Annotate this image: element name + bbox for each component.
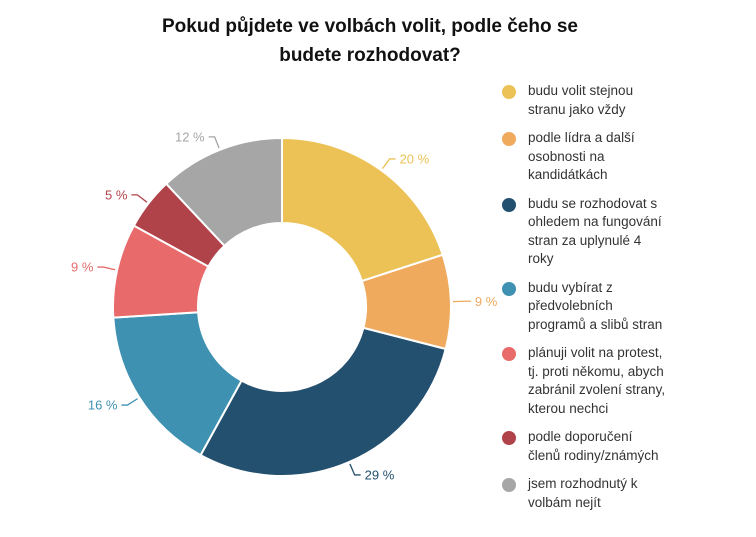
legend-item-5: plánuji volit na protest, tj. proti někom… (500, 344, 750, 418)
leader-line-5 (97, 266, 116, 271)
legend-label-3-line-3: stran za uplynulé 4 (528, 232, 642, 248)
legend-swatch-2 (502, 132, 516, 146)
donut-slices (112, 136, 453, 477)
legend-label-6-line-1: podle doporučení (528, 429, 633, 444)
legend-label-5-line-4: kterou nechci (528, 400, 609, 416)
legend-label-6-line-2: členů rodiny/známých (528, 447, 659, 463)
legend-label-7-line-2: volbám nejít (528, 494, 601, 510)
legend-swatch-6 (502, 431, 516, 445)
legend-label-4-line-3: programů a slibů stran (528, 316, 663, 332)
donut-slice-7 (164, 136, 283, 248)
slice-label-3: 29 % (365, 467, 395, 482)
legend-item-4: budu vybírat z předvolebních programů a sl… (500, 279, 750, 335)
chart-title-line-2: budete rozhodovat? (279, 45, 461, 66)
legend-label-1-line-1: budu volit stejnou (528, 83, 634, 98)
slice-label-1: 20 % (400, 151, 430, 166)
legend-swatch-4 (502, 281, 516, 296)
legend-item-1: budu volit stejnou stranu jako vždy (500, 82, 750, 119)
legend-label-4-line-2: předvolebních (528, 298, 613, 313)
legend-label-5-line-2: tj. proti někomu, abych (528, 363, 664, 379)
legend-swatch-1 (502, 85, 516, 99)
leader-line-6 (131, 194, 148, 203)
legend-item-2: podle lídra a další osobnosti na kandidátk… (500, 129, 750, 185)
legend-item-6: podle doporučení členů rodiny/známých (500, 428, 750, 465)
label-leader-lines (97, 136, 471, 476)
slice-label-4: 16 % (88, 398, 118, 413)
legend-swatch-3 (502, 197, 516, 212)
chart-title: Pokud půjdete ve volbách volit, podle če… (110, 12, 630, 70)
legend-item-7: jsem rozhodnutý k volbám nejít (500, 475, 750, 512)
leader-line-7 (208, 136, 220, 149)
slice-label-5: 9 % (71, 260, 94, 275)
slice-label-2: 9 % (475, 294, 498, 309)
legend-swatch-7 (502, 478, 516, 492)
legend-label-5-line-1: plánuji volit na protest, (528, 345, 663, 360)
donut-slice-1 (281, 136, 444, 283)
legend-swatch-5 (502, 347, 516, 361)
slice-label-6: 5 % (105, 187, 128, 202)
legend-label-4-line-1: budu vybírat z (528, 279, 613, 295)
legend-label-2-line-1: podle lídra a další (528, 130, 635, 145)
slice-label-7: 12 % (175, 129, 205, 144)
legend-label-5-line-3: zabránil zvolení strany, (528, 382, 666, 397)
legend-item-3: budu se rozhodovat s ohledem na fungování… (500, 195, 750, 269)
leader-line-1 (381, 158, 396, 170)
legend-label-1-line-2: stranu jako vždy (528, 101, 626, 117)
leader-line-4 (121, 398, 138, 406)
legend-label-3-line-4: roky (528, 251, 554, 266)
legend-label-2-line-3: kandidátkách (528, 167, 608, 182)
legend-label-2-line-2: osobnosti na (528, 148, 605, 164)
slice-labels: 20 % 9 % 29 % 16 % 9 % 5 % 12 % (71, 129, 498, 482)
donut-slice-3 (199, 326, 447, 477)
legend: budu volit stejnou stranu jako vždy podle … (500, 82, 750, 522)
legend-label-3-line-2: ohledem na fungování (528, 214, 662, 229)
leader-line-3 (349, 463, 361, 476)
legend-label-3-line-1: budu se rozhodovat s (528, 195, 658, 211)
chart-title-line-1: Pokud půjdete ve volbách volit, podle če… (162, 16, 578, 37)
donut-chart: 20 % 9 % 29 % 16 % 9 % 5 % 12 % (71, 129, 498, 482)
legend-label-7-line-1: jsem rozhodnutý k (528, 476, 638, 491)
